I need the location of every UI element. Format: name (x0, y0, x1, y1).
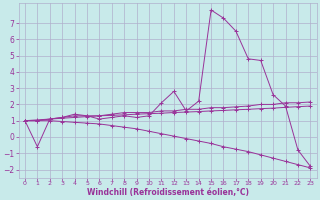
X-axis label: Windchill (Refroidissement éolien,°C): Windchill (Refroidissement éolien,°C) (87, 188, 249, 197)
